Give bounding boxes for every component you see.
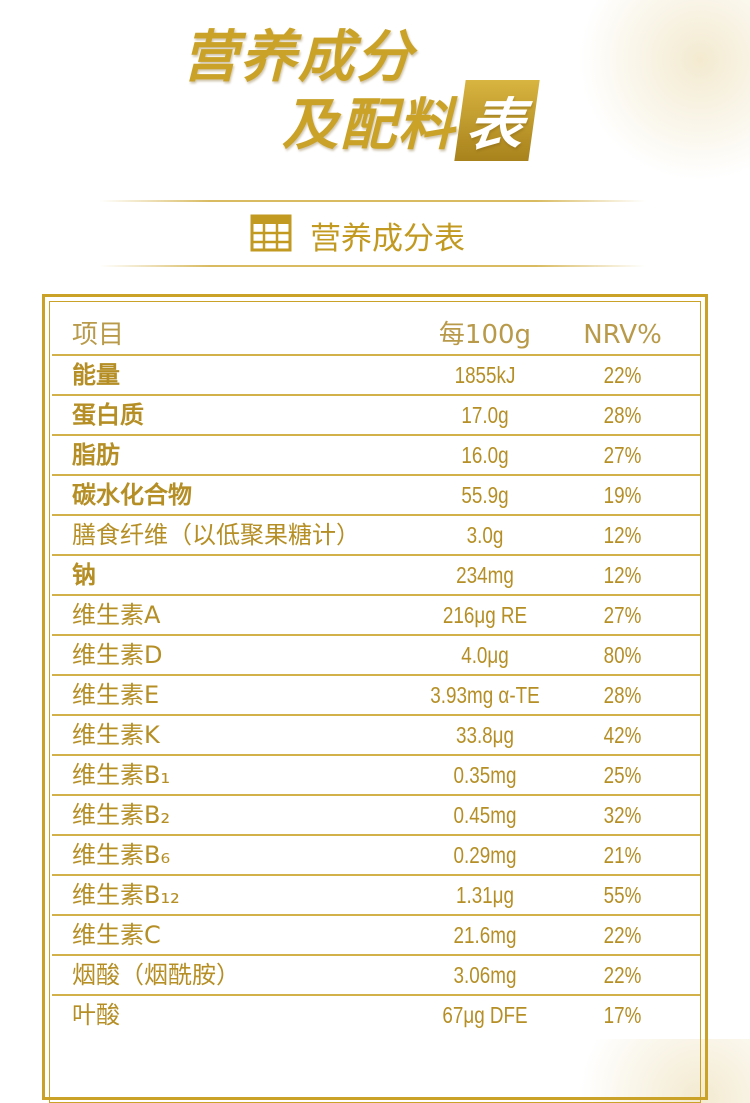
row-name: 维生素E: [72, 681, 160, 709]
row-divider: [52, 954, 700, 956]
row-nrv: 55%: [603, 882, 642, 908]
row-name: 烟酸（烟酰胺）: [72, 961, 240, 989]
row-divider: [52, 514, 700, 516]
row-name: 维生素C: [72, 921, 161, 949]
divider: [100, 265, 645, 267]
row-name: 维生素A: [72, 601, 161, 629]
row-per-100g: 3.93mg α-TE: [430, 682, 540, 708]
row-divider: [52, 674, 700, 676]
row-name: 维生素B₁₂: [72, 881, 180, 909]
row-divider: [52, 554, 700, 556]
title-line: 营养成分: [182, 25, 414, 90]
row-per-100g: 0.29mg: [453, 842, 517, 868]
row-divider: [52, 474, 700, 476]
row-name: 维生素B₁: [72, 761, 171, 789]
row-nrv: 12%: [603, 562, 642, 588]
row-divider: [52, 354, 700, 356]
row-per-100g: 0.45mg: [453, 802, 517, 828]
row-nrv: 25%: [603, 762, 642, 788]
row-name: 维生素B₆: [72, 841, 171, 869]
row-name: 膳食纤维（以低聚果糖计）: [72, 521, 360, 549]
row-name: 脂肪: [72, 441, 120, 469]
row-nrv: 27%: [603, 602, 642, 628]
row-divider: [52, 394, 700, 396]
row-per-100g: 1855kJ: [454, 362, 516, 388]
row-per-100g: 3.06mg: [453, 962, 517, 988]
row-name: 碳水化合物: [72, 481, 192, 509]
column-header: NRV%: [583, 320, 662, 350]
row-name: 叶酸: [72, 1001, 120, 1029]
row-name: 维生素K: [72, 721, 160, 749]
row-divider: [52, 914, 700, 916]
row-nrv: 27%: [603, 442, 642, 468]
row-per-100g: 67μg DFE: [442, 1002, 528, 1028]
row-nrv: 42%: [603, 722, 642, 748]
row-nrv: 17%: [603, 1002, 642, 1028]
row-nrv: 28%: [603, 682, 642, 708]
row-per-100g: 17.0g: [461, 402, 509, 428]
row-nrv: 32%: [603, 802, 642, 828]
row-divider: [52, 834, 700, 836]
row-nrv: 12%: [603, 522, 642, 548]
row-name: 维生素D: [72, 641, 163, 669]
row-per-100g: 33.8μg: [455, 722, 515, 748]
row-per-100g: 0.35mg: [453, 762, 517, 788]
row-divider: [52, 594, 700, 596]
table-icon: [250, 214, 292, 252]
row-divider: [52, 874, 700, 876]
row-per-100g: 55.9g: [461, 482, 509, 508]
subtitle: 营养成分表: [310, 221, 465, 257]
row-name: 钠: [72, 561, 96, 589]
title-text: 及配料: [282, 93, 456, 158]
row-name: 能量: [72, 361, 120, 389]
row-per-100g: 4.0μg: [461, 642, 509, 668]
row-per-100g: 1.31μg: [455, 882, 515, 908]
row-name: 蛋白质: [72, 401, 144, 429]
row-divider: [52, 714, 700, 716]
row-divider: [52, 434, 700, 436]
row-per-100g: 216μg RE: [442, 602, 528, 628]
row-divider: [52, 994, 700, 996]
row-nrv: 22%: [603, 962, 642, 988]
column-header: 项目: [72, 320, 125, 350]
row-nrv: 19%: [603, 482, 642, 508]
row-nrv: 22%: [603, 362, 642, 388]
title-line: 及配料表: [282, 80, 540, 161]
row-divider: [52, 794, 700, 796]
row-nrv: 80%: [603, 642, 642, 668]
title-box: 表: [454, 80, 540, 161]
row-per-100g: 16.0g: [461, 442, 509, 468]
row-nrv: 21%: [603, 842, 642, 868]
row-per-100g: 234mg: [456, 562, 514, 588]
divider: [100, 200, 645, 202]
row-divider: [52, 634, 700, 636]
row-nrv: 22%: [603, 922, 642, 948]
row-divider: [52, 754, 700, 756]
row-per-100g: 3.0g: [466, 522, 504, 548]
column-header: 每100g: [438, 320, 532, 350]
row-per-100g: 21.6mg: [453, 922, 517, 948]
row-nrv: 28%: [603, 402, 642, 428]
row-name: 维生素B₂: [72, 801, 171, 829]
